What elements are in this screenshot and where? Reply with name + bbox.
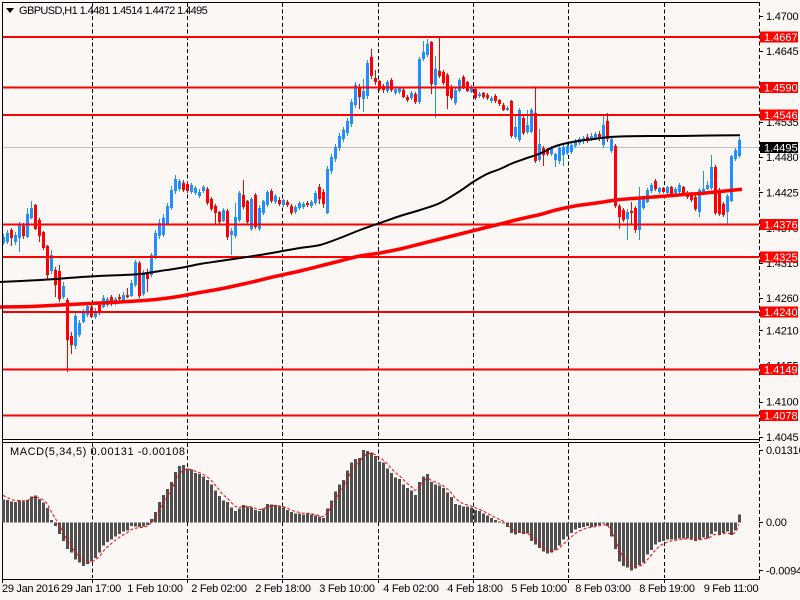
svg-text:1.4325: 1.4325: [764, 252, 798, 264]
svg-text:GBPUSD,H1 1.4481 1.4514 1.447: GBPUSD,H1 1.4481 1.4514 1.4472 1.4495: [19, 5, 208, 17]
svg-text:0.01316: 0.01316: [766, 445, 800, 457]
svg-text:-0.00946: -0.00946: [766, 566, 800, 578]
svg-text:9 Feb 11:00: 9 Feb 11:00: [704, 583, 759, 595]
svg-text:1.4645: 1.4645: [766, 46, 799, 58]
svg-text:1.4078: 1.4078: [764, 411, 798, 423]
svg-text:1.4376: 1.4376: [764, 220, 798, 232]
svg-text:1.4240: 1.4240: [764, 307, 798, 319]
svg-text:1.4700: 1.4700: [766, 11, 799, 23]
svg-text:1.4100: 1.4100: [766, 397, 799, 409]
svg-text:2 Feb 02:00: 2 Feb 02:00: [191, 583, 247, 595]
svg-text:1.4480: 1.4480: [766, 152, 799, 164]
svg-text:1.4045: 1.4045: [766, 432, 799, 444]
svg-text:5 Feb 10:00: 5 Feb 10:00: [511, 583, 567, 595]
svg-text:1.4495: 1.4495: [764, 143, 798, 155]
svg-text:1 Feb 10:00: 1 Feb 10:00: [127, 583, 183, 595]
svg-text:1.4590: 1.4590: [764, 83, 798, 95]
svg-text:29 Jan 17:00: 29 Jan 17:00: [61, 583, 121, 595]
svg-text:1.4425: 1.4425: [766, 188, 799, 200]
svg-text:29 Jan 2016: 29 Jan 2016: [2, 583, 59, 595]
svg-text:3 Feb 10:00: 3 Feb 10:00: [319, 583, 375, 595]
svg-text:1.4546: 1.4546: [764, 110, 798, 122]
svg-text:2 Feb 18:00: 2 Feb 18:00: [255, 583, 311, 595]
svg-text:MACD(5,34,5) 0.00131 -0.00108: MACD(5,34,5) 0.00131 -0.00108: [10, 446, 186, 458]
svg-text:1.4210: 1.4210: [766, 326, 799, 338]
svg-text:8 Feb 03:00: 8 Feb 03:00: [575, 583, 631, 595]
svg-text:1.4667: 1.4667: [764, 32, 798, 44]
svg-text:4 Feb 02:00: 4 Feb 02:00: [383, 583, 439, 595]
svg-text:1.4149: 1.4149: [764, 365, 798, 377]
svg-text:0.00: 0.00: [766, 517, 787, 529]
svg-text:1.4260: 1.4260: [766, 293, 799, 305]
svg-text:4 Feb 18:00: 4 Feb 18:00: [447, 583, 503, 595]
svg-text:8 Feb 19:00: 8 Feb 19:00: [639, 583, 695, 595]
